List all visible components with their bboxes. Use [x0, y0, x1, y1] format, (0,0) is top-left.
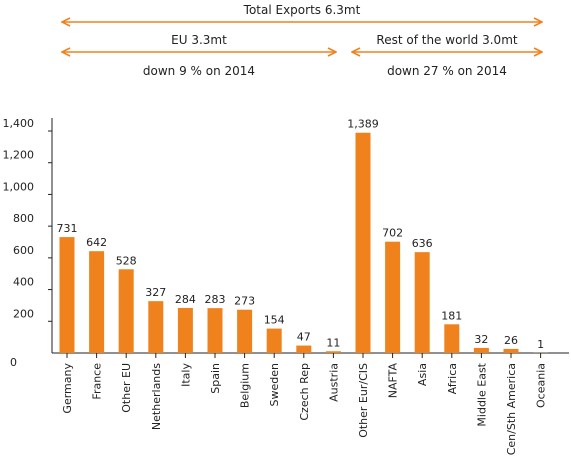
category-label: Asia: [416, 363, 429, 386]
data-label: 26: [504, 334, 518, 347]
data-label: 731: [57, 222, 78, 235]
data-label: 1: [537, 338, 544, 351]
data-label: 154: [264, 314, 285, 327]
y-tick-label: 200: [13, 307, 34, 320]
bar-netherlands: [148, 301, 164, 353]
data-label: 1,389: [347, 118, 379, 131]
header-annotations: Total Exports 6.3mt EU 3.3mt down 9 % on…: [62, 3, 542, 78]
data-label: 32: [474, 333, 488, 346]
bar-other-eur-cis: [355, 132, 371, 353]
category-label: Middle East: [475, 362, 488, 426]
category-label: Africa: [446, 363, 459, 394]
data-label: 284: [175, 293, 196, 306]
plot-area: 0 200 400 600 800 1,000 1,200 1,400 731 Germany 64…: [3, 117, 569, 455]
bar-asia: [414, 252, 430, 353]
bar-cen-sth-america: [503, 348, 519, 353]
y-tick-label: 400: [13, 276, 34, 289]
data-label: 636: [412, 237, 433, 250]
data-label: 273: [234, 295, 255, 308]
row-label: Rest of the world 3.0mt: [376, 33, 517, 47]
data-label: 528: [116, 254, 137, 267]
y-tick-label: 1,400: [3, 117, 35, 130]
category-label: Spain: [209, 363, 222, 394]
data-label: 283: [205, 293, 226, 306]
bar-middle-east: [473, 347, 489, 353]
row-change-label: down 27 % on 2014: [387, 64, 507, 78]
category-label: Austria: [327, 363, 340, 402]
category-label: Belgium: [239, 363, 252, 408]
bar-belgium: [237, 309, 253, 353]
bar-germany: [59, 237, 75, 353]
y-tick-label: 600: [13, 244, 34, 257]
y-tick-label: 800: [13, 212, 34, 225]
y-tick-label: 0: [10, 356, 17, 369]
category-label: Italy: [179, 363, 192, 387]
data-label: 642: [86, 236, 107, 249]
bar-italy: [177, 307, 193, 353]
data-label: 11: [326, 336, 340, 349]
bar-czech-rep: [296, 345, 312, 353]
category-label: Czech Rep: [298, 363, 311, 421]
category-label: Other Eur/CIS: [357, 363, 370, 438]
eu-label: EU 3.3mt: [171, 33, 227, 47]
y-tick-label: 1,000: [3, 180, 35, 193]
category-label: NAFTA: [387, 363, 400, 399]
bar-sweden: [266, 328, 282, 353]
bar-spain: [207, 308, 223, 353]
category-label: France: [91, 363, 104, 400]
category-label: Other EU: [120, 363, 133, 413]
bar-austria: [325, 351, 341, 353]
data-label: 47: [297, 331, 311, 344]
bar-other-eu: [118, 269, 134, 353]
category-label: Sweden: [268, 363, 281, 406]
data-label: 702: [382, 227, 403, 240]
category-label: Germany: [61, 363, 74, 414]
bar-nafta: [385, 241, 401, 353]
eu-change-label: down 9 % on 2014: [143, 64, 255, 78]
category-label: Netherlands: [150, 363, 163, 430]
category-label: Oceania: [535, 363, 548, 408]
category-label: Cen/Sth America: [505, 363, 518, 455]
data-label: 327: [145, 286, 166, 299]
data-label: 181: [441, 309, 462, 322]
total-exports-label: Total Exports 6.3mt: [243, 3, 361, 17]
bar-france: [89, 251, 105, 353]
bar-africa: [444, 324, 460, 353]
y-tick-label: 1,200: [3, 149, 35, 162]
